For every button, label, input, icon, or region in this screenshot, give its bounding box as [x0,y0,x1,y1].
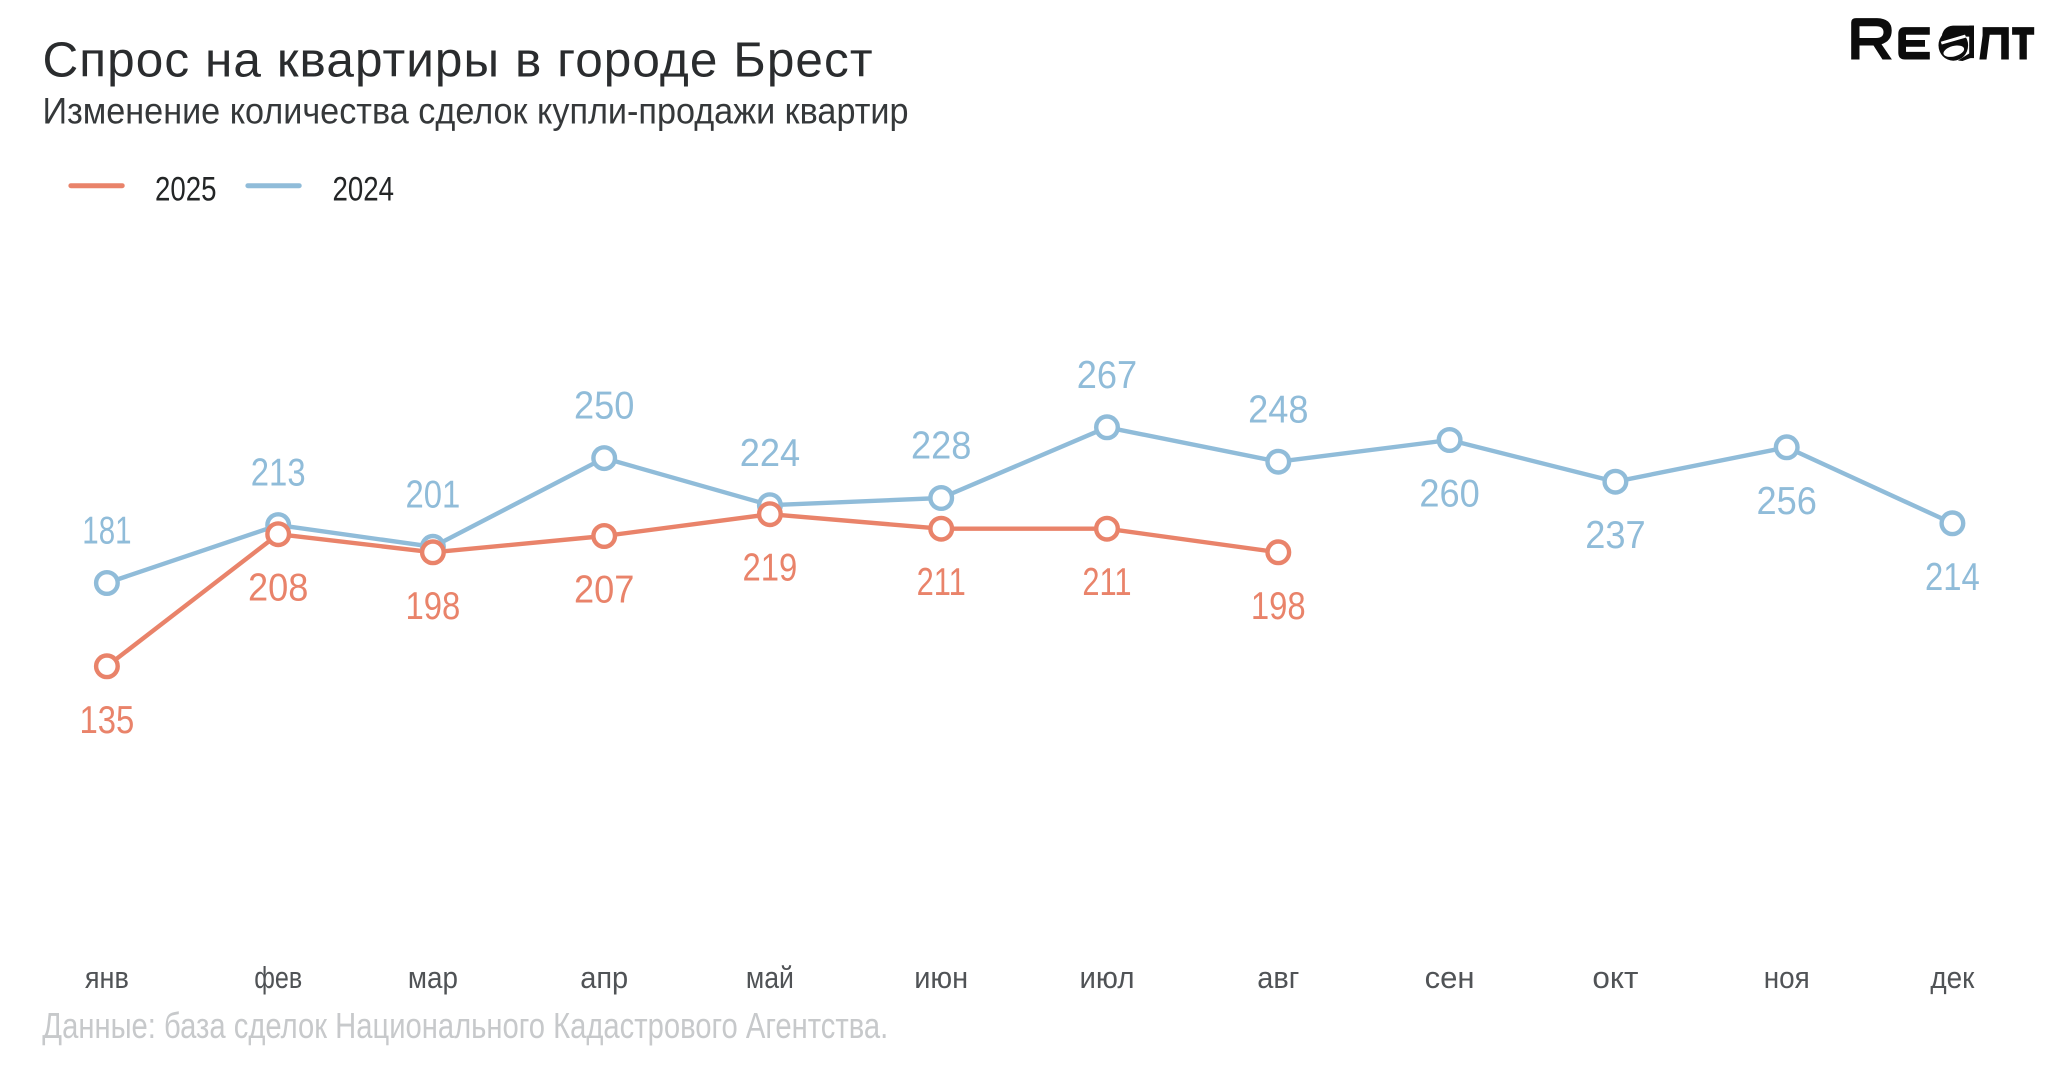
svg-text:237: 237 [1585,514,1645,557]
svg-text:2025: 2025 [155,170,217,208]
svg-text:авг: авг [1257,960,1299,995]
svg-text:Изменение количества сделок ку: Изменение количества сделок купли-продаж… [43,91,909,132]
svg-text:Данные: база сделок Национальн: Данные: база сделок Национального Кадаст… [42,1005,888,1046]
svg-text:211: 211 [917,561,966,604]
svg-text:201: 201 [406,473,461,516]
svg-text:198: 198 [1251,585,1306,628]
svg-text:267: 267 [1077,354,1137,397]
svg-text:окт: окт [1592,960,1638,995]
svg-text:янв: янв [85,960,129,995]
svg-text:214: 214 [1925,556,1980,599]
svg-text:228: 228 [911,425,971,468]
svg-text:июн: июн [914,960,968,995]
svg-text:ноя: ноя [1764,960,1810,995]
svg-text:211: 211 [1082,561,1131,604]
svg-text:213: 213 [251,452,306,495]
svg-text:сен: сен [1425,960,1475,995]
svg-text:мар: мар [408,960,458,995]
svg-text:дек: дек [1930,960,1974,995]
svg-text:135: 135 [80,699,135,742]
svg-text:250: 250 [574,385,634,428]
svg-text:208: 208 [248,567,308,610]
svg-text:198: 198 [406,585,461,628]
svg-text:181: 181 [82,510,131,553]
svg-text:219: 219 [743,547,798,590]
svg-text:май: май [746,960,794,995]
svg-text:248: 248 [1248,388,1308,431]
svg-text:207: 207 [574,569,634,612]
svg-text:224: 224 [740,432,800,475]
svg-text:апр: апр [580,960,628,995]
svg-text:2024: 2024 [333,170,395,208]
svg-text:260: 260 [1419,473,1479,516]
svg-text:фев: фев [254,960,302,995]
svg-text:июл: июл [1080,960,1135,995]
svg-text:256: 256 [1757,480,1817,523]
svg-text:Спрос на квартиры в городе Бре: Спрос на квартиры в городе Брест [43,33,873,88]
